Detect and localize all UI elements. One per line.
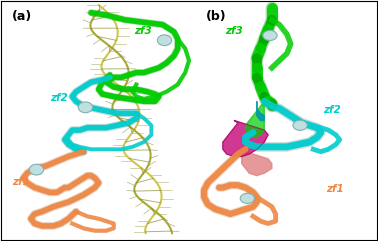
Text: (b): (b) [206, 10, 226, 23]
Ellipse shape [29, 164, 43, 175]
Text: zf3: zf3 [225, 26, 243, 36]
Text: zf1: zf1 [327, 184, 344, 194]
Polygon shape [245, 101, 264, 137]
Text: zf3: zf3 [135, 26, 152, 36]
Ellipse shape [240, 193, 254, 203]
Ellipse shape [293, 120, 307, 130]
Text: zf2: zf2 [50, 93, 67, 103]
Text: zf1: zf1 [12, 177, 30, 187]
Polygon shape [242, 152, 272, 176]
Text: zf2: zf2 [323, 105, 341, 115]
Ellipse shape [78, 102, 93, 113]
Ellipse shape [157, 35, 172, 46]
Text: (a): (a) [12, 10, 32, 23]
Polygon shape [257, 101, 264, 120]
Polygon shape [223, 120, 268, 156]
Ellipse shape [263, 30, 277, 40]
